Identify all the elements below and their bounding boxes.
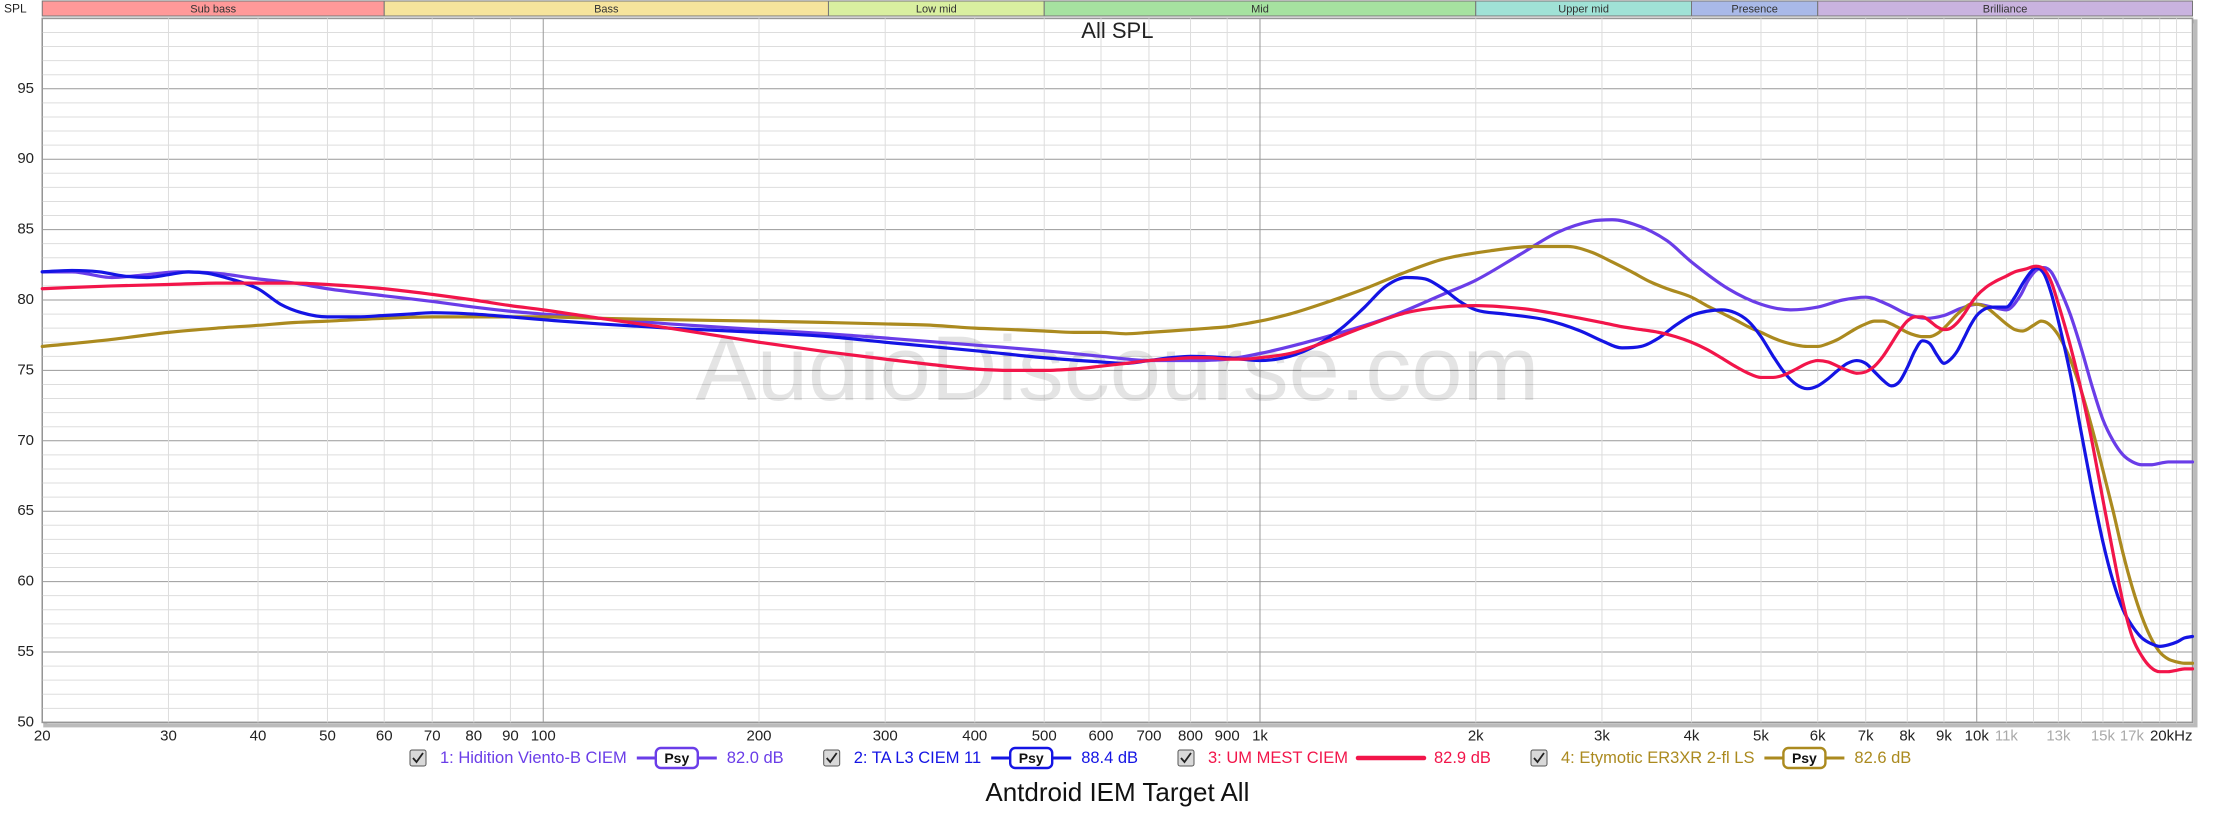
svg-text:8k: 8k: [1899, 727, 1915, 744]
svg-text:Upper mid: Upper mid: [1558, 4, 1609, 16]
svg-text:82.6 dB: 82.6 dB: [1854, 749, 1911, 767]
svg-text:300: 300: [873, 727, 898, 744]
svg-text:500: 500: [1032, 727, 1057, 744]
svg-text:9k: 9k: [1936, 727, 1952, 744]
svg-text:50: 50: [319, 727, 336, 744]
svg-text:20: 20: [34, 727, 51, 744]
svg-text:70: 70: [17, 432, 34, 449]
svg-text:55: 55: [17, 643, 34, 660]
svg-text:6k: 6k: [1810, 727, 1826, 744]
svg-text:7k: 7k: [1858, 727, 1874, 744]
svg-text:20kHz: 20kHz: [2150, 727, 2193, 744]
svg-text:80: 80: [465, 727, 482, 744]
svg-text:3k: 3k: [1594, 727, 1610, 744]
svg-text:95: 95: [17, 80, 34, 97]
svg-text:3: UM MEST CIEM: 3: UM MEST CIEM: [1208, 749, 1348, 767]
svg-text:1k: 1k: [1252, 727, 1268, 744]
svg-text:13k: 13k: [2046, 727, 2071, 744]
svg-text:700: 700: [1136, 727, 1161, 744]
svg-text:60: 60: [17, 573, 34, 590]
svg-text:Psy: Psy: [1019, 750, 1044, 766]
svg-text:11k: 11k: [1995, 727, 2019, 744]
svg-text:30: 30: [160, 727, 177, 744]
svg-text:4: Etymotic ER3XR 2-fl LS: 4: Etymotic ER3XR 2-fl LS: [1561, 749, 1754, 767]
svg-text:60: 60: [376, 727, 393, 744]
svg-text:40: 40: [250, 727, 267, 744]
svg-text:50: 50: [17, 713, 34, 730]
svg-text:82.0 dB: 82.0 dB: [727, 749, 784, 767]
svg-text:1: Hidition Viento-B CIEM: 1: Hidition Viento-B CIEM: [440, 749, 627, 767]
svg-text:SPL: SPL: [4, 2, 27, 16]
svg-text:100: 100: [531, 727, 556, 744]
svg-text:Presence: Presence: [1731, 4, 1777, 16]
svg-text:65: 65: [17, 502, 34, 519]
svg-text:80: 80: [17, 291, 34, 308]
svg-text:800: 800: [1178, 727, 1203, 744]
svg-text:85: 85: [17, 221, 34, 238]
svg-text:Sub bass: Sub bass: [190, 4, 236, 16]
svg-text:17k: 17k: [2120, 727, 2145, 744]
svg-text:15k: 15k: [2091, 727, 2116, 744]
svg-text:2k: 2k: [1468, 727, 1484, 744]
svg-text:Mid: Mid: [1251, 4, 1269, 16]
svg-text:2: TA L3 CIEM 11: 2: TA L3 CIEM 11: [854, 749, 981, 767]
svg-text:All SPL: All SPL: [1081, 18, 1153, 43]
svg-text:Bass: Bass: [594, 4, 619, 16]
svg-text:Psy: Psy: [1792, 750, 1817, 766]
svg-text:Brilliance: Brilliance: [1983, 4, 2028, 16]
svg-text:900: 900: [1215, 727, 1240, 744]
svg-text:200: 200: [746, 727, 771, 744]
svg-text:70: 70: [424, 727, 441, 744]
svg-text:Antdroid IEM Target All: Antdroid IEM Target All: [985, 777, 1249, 807]
svg-text:Psy: Psy: [664, 750, 689, 766]
svg-text:Low mid: Low mid: [916, 4, 957, 16]
svg-text:75: 75: [17, 361, 34, 378]
svg-text:90: 90: [17, 150, 34, 167]
svg-text:5k: 5k: [1753, 727, 1769, 744]
svg-text:82.9 dB: 82.9 dB: [1434, 749, 1491, 767]
svg-text:4k: 4k: [1684, 727, 1700, 744]
svg-text:400: 400: [962, 727, 987, 744]
svg-text:10k: 10k: [1965, 727, 1990, 744]
svg-text:88.4 dB: 88.4 dB: [1081, 749, 1138, 767]
svg-text:90: 90: [502, 727, 519, 744]
svg-text:600: 600: [1088, 727, 1113, 744]
